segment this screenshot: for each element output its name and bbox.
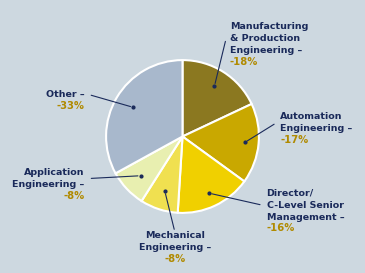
Text: -8%: -8%	[64, 191, 85, 201]
Text: Other –: Other –	[46, 90, 85, 99]
Text: Engineering –: Engineering –	[139, 243, 211, 252]
Wedge shape	[116, 136, 182, 201]
Text: Director/: Director/	[266, 189, 314, 198]
Text: Application: Application	[24, 168, 85, 177]
Text: Management –: Management –	[266, 213, 344, 222]
Text: C-Level Senior: C-Level Senior	[266, 201, 343, 210]
Text: Engineering –: Engineering –	[230, 46, 302, 55]
Wedge shape	[142, 136, 182, 213]
Wedge shape	[178, 136, 244, 213]
Wedge shape	[182, 60, 251, 136]
Text: Automation: Automation	[280, 112, 343, 121]
Text: -16%: -16%	[266, 223, 295, 233]
Text: -33%: -33%	[57, 101, 85, 111]
Wedge shape	[182, 104, 259, 182]
Text: Engineering –: Engineering –	[280, 124, 353, 133]
Text: Engineering –: Engineering –	[12, 180, 85, 189]
Wedge shape	[106, 60, 182, 173]
Text: -18%: -18%	[230, 57, 258, 67]
Text: & Production: & Production	[230, 34, 300, 43]
Text: -17%: -17%	[280, 135, 308, 145]
Text: Mechanical: Mechanical	[145, 231, 205, 240]
Text: -8%: -8%	[164, 254, 185, 264]
Text: Manufacturing: Manufacturing	[230, 22, 308, 31]
